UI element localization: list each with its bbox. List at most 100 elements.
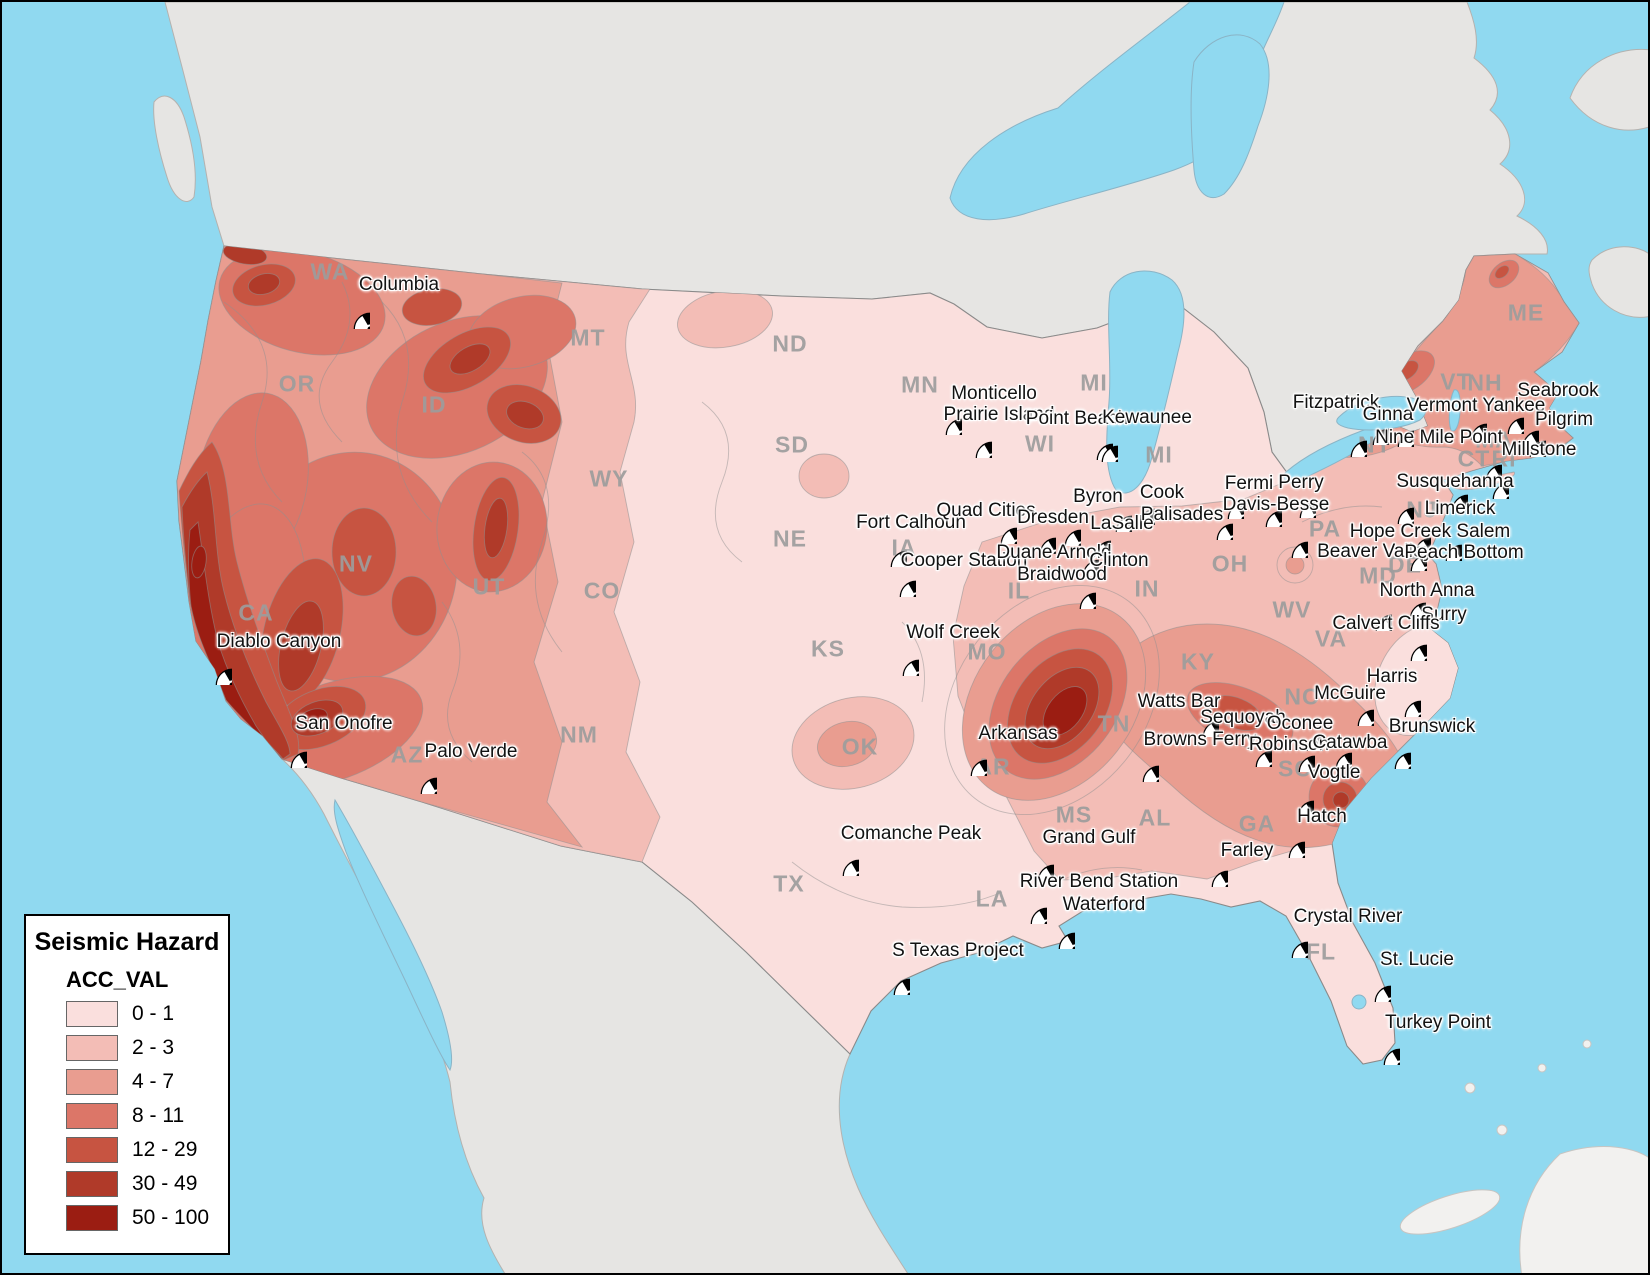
plant-label-duane-arnold: Duane Arnold: [996, 542, 1112, 563]
state-label-ca: CA: [238, 599, 274, 626]
radiation-icon-arkansas: [953, 742, 987, 776]
state-label-ok: OK: [841, 733, 879, 760]
state-label-mt: MT: [570, 324, 606, 351]
state-label-id: ID: [421, 391, 447, 418]
state-label-mo: MO: [967, 638, 1007, 665]
radiation-icon-harris: [1387, 683, 1421, 717]
legend-field-name: ACC_VAL: [66, 967, 169, 992]
plant-label-susquehanna: Susquehanna: [1396, 471, 1514, 492]
plant-label-seabrook: Seabrook: [1517, 380, 1599, 401]
plant-label-kewaunee: Kewaunee: [1102, 407, 1192, 428]
radiation-icon-crystal-river: [1274, 924, 1308, 958]
plant-label-brunswick: Brunswick: [1388, 716, 1476, 737]
plant-label-harris: Harris: [1366, 666, 1418, 687]
plant-label-cooper-station: Cooper Station: [900, 550, 1028, 571]
lake-okeechobee: [1351, 994, 1367, 1010]
state-label-wa: WA: [310, 258, 350, 285]
mexico-landmass: [281, 758, 909, 1273]
state-label-me: ME: [1507, 299, 1545, 326]
radiation-icon-diablo-canyon: [198, 651, 232, 685]
legend-range-6: 50 - 100: [132, 1206, 210, 1229]
plant-label-s-texas-project: S Texas Project: [892, 940, 1024, 961]
lake-erie: [1283, 428, 1378, 484]
plant-label-oconee: Oconee: [1266, 713, 1334, 734]
radiation-icon-palo-verde: [403, 760, 437, 794]
state-label-ga: GA: [1238, 810, 1276, 837]
gulf-of-california: [333, 798, 453, 1072]
state-label-al: AL: [1138, 804, 1172, 831]
radiation-icon-kewaunee: [1084, 428, 1118, 462]
state-label-az: AZ: [390, 741, 424, 768]
plant-label-cook: Cook: [1139, 482, 1185, 503]
plant-label-fitzpatrick: Fitzpatrick: [1292, 392, 1380, 413]
plant-label-braidwood: Braidwood: [1017, 564, 1107, 585]
plant-label-wolf-creek: Wolf Creek: [906, 622, 1000, 643]
plant-label-fort-calhoun: Fort Calhoun: [856, 512, 966, 533]
legend-swatch-2: [66, 1069, 118, 1095]
plant-label-palo-verde: Palo Verde: [424, 741, 518, 762]
legend-row-2: 4 - 7: [66, 1069, 220, 1095]
plant-label-watts-bar: Watts Bar: [1137, 691, 1221, 712]
legend-classes: 0 - 1 2 - 3 4 - 7 8 - 11 12 - 29 30 - 49 50 - …: [34, 1001, 220, 1231]
plant-label-robinson: Robinson: [1248, 734, 1330, 755]
radiation-icon-wolf-creek: [885, 642, 919, 676]
radiation-icon-hatch: [1271, 824, 1305, 858]
legend-row-1: 2 - 3: [66, 1035, 220, 1061]
plant-label-san-onofre: San Onofre: [295, 713, 393, 734]
radiation-icon-st-lucie: [1357, 968, 1391, 1002]
plant-label-beaver-valley: Beaver Valley: [1317, 541, 1433, 562]
legend-swatch-5: [66, 1171, 118, 1197]
legend-range-3: 8 - 11: [132, 1104, 185, 1127]
state-label-tn: TN: [1097, 710, 1131, 737]
state-label-ct: CT: [1457, 445, 1491, 472]
plant-label-crystal-river: Crystal River: [1293, 906, 1403, 927]
legend-range-2: 4 - 7: [132, 1070, 175, 1093]
lake-ontario: [1336, 395, 1427, 431]
legend-range-1: 2 - 3: [132, 1036, 175, 1059]
state-label-wi: WI: [1024, 430, 1056, 457]
nova-scotia: [1588, 246, 1648, 318]
plant-label-quad-cities: Quad Cities: [936, 500, 1036, 521]
state-label-nc: NC: [1284, 683, 1320, 710]
state-label-la: LA: [975, 885, 1009, 912]
plant-label-st-lucie: St. Lucie: [1380, 949, 1454, 970]
plant-label-vogtle: Vogtle: [1307, 762, 1361, 783]
state-label-tx: TX: [773, 870, 805, 897]
legend: Seismic Hazard ACC_VAL 0 - 1 2 - 3 4 - 7 8 …: [24, 914, 230, 1255]
legend-swatch-3: [66, 1103, 118, 1129]
legend-swatch-1: [66, 1035, 118, 1061]
plant-label-palisades: Palisades: [1140, 504, 1224, 525]
legend-row-4: 12 - 29: [66, 1137, 220, 1163]
plant-label-waterford: Waterford: [1062, 894, 1146, 915]
state-label-pa: PA: [1308, 515, 1342, 542]
plant-label-calvert-cliffs: Calvert Cliffs: [1332, 613, 1440, 634]
bahamas-islet: [1496, 1124, 1508, 1136]
plant-label-byron: Byron: [1073, 486, 1123, 507]
plant-label-columbia: Columbia: [358, 274, 440, 295]
state-label-fl: FL: [1305, 938, 1337, 965]
state-label-wy: WY: [589, 465, 629, 492]
plant-label-river-bend-station: River Bend Station: [1019, 871, 1179, 892]
state-label-ms: MS: [1055, 801, 1093, 828]
legend-swatch-6: [66, 1205, 118, 1231]
plant-label-clinton: Clinton: [1089, 550, 1149, 571]
radiation-icon-prairie-island: [958, 424, 992, 458]
state-label-in: IN: [1134, 575, 1160, 602]
plant-label-pilgrim: Pilgrim: [1534, 409, 1594, 430]
bahamas-islet: [1582, 1039, 1592, 1049]
legend-swatch-0: [66, 1001, 118, 1027]
state-label-sd: SD: [775, 431, 809, 458]
plant-label-peach-bottom: Peach Bottom: [1404, 542, 1524, 563]
cuba: [1519, 1146, 1648, 1273]
radiation-icon-browns-ferry: [1125, 748, 1159, 782]
legend-title: Seismic Hazard: [34, 928, 220, 956]
radiation-icon-san-onofre: [273, 734, 307, 768]
newfoundland: [1569, 48, 1648, 131]
legend-row-0: 0 - 1: [66, 1001, 220, 1027]
radiation-icon-columbia: [336, 295, 370, 329]
legend-range-5: 30 - 49: [132, 1172, 198, 1195]
plant-label-ginna: Ginna: [1362, 404, 1414, 425]
state-label-nv: NV: [339, 550, 373, 577]
